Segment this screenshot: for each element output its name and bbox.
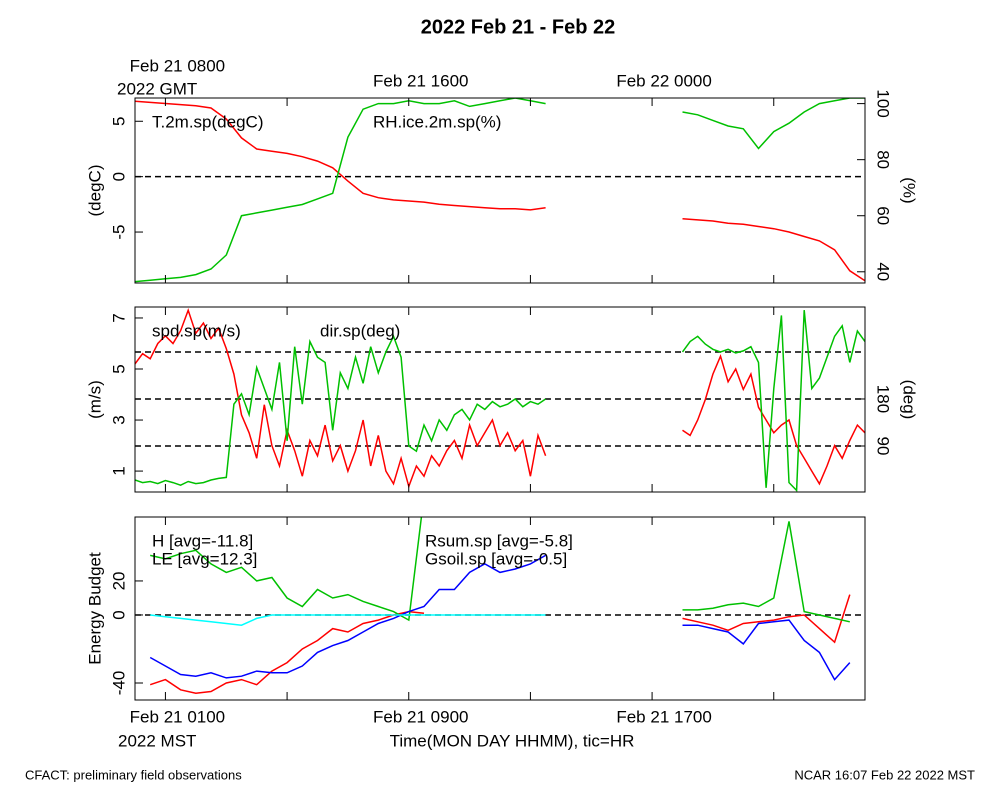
data-line <box>135 98 865 283</box>
data-line <box>150 517 850 623</box>
y-tick-label: 0 <box>109 172 128 181</box>
data-line <box>135 100 865 282</box>
x-tick-label: Feb 21 1700 <box>616 707 711 726</box>
y2-tick-label: 80 <box>874 150 893 169</box>
series-label: T.2m.sp(degC) <box>152 112 263 131</box>
y2-axis-label: (deg) <box>900 380 919 420</box>
data-line <box>150 614 546 626</box>
y-tick-label: 7 <box>109 313 128 322</box>
y-tick-label: 5 <box>109 117 128 126</box>
series-label: dir.sp(deg) <box>320 321 400 340</box>
data-line <box>149 594 851 694</box>
y2-tick-label: 90 <box>874 437 893 456</box>
y2-axis-label: (%) <box>900 177 919 203</box>
series-label: Gsoil.sp [avg=-0.5] <box>425 549 567 568</box>
x-note: 2022 MST <box>118 731 196 750</box>
x-tick-label: Feb 21 0100 <box>130 707 225 726</box>
series-label: H [avg=-11.8] <box>152 531 253 550</box>
y2-tick-label: 60 <box>874 206 893 225</box>
y-tick-label: 3 <box>109 415 128 424</box>
footer: NCAR 16:07 Feb 22 2022 MST <box>794 767 975 782</box>
top-x-tick-label: Feb 21 0800 <box>130 56 225 75</box>
plot-frame <box>134 516 866 701</box>
y-tick-label: -5 <box>109 224 128 239</box>
series-label: spd.sp(m/s) <box>152 321 241 340</box>
y-tick-label: -40 <box>109 671 128 696</box>
y-tick-label: 5 <box>109 364 128 373</box>
x-axis-label: Time(MON DAY HHMM), tic=HR <box>390 731 635 750</box>
x-tick-label: Feb 21 0900 <box>373 707 468 726</box>
y2-tick-label: 180 <box>874 385 893 413</box>
top-x-tick-label: Feb 21 1600 <box>373 71 468 90</box>
plot-frame <box>134 97 866 284</box>
data-line <box>135 308 865 489</box>
y-tick-label: 1 <box>109 466 128 475</box>
series-label: RH.ice.2m.sp(%) <box>373 112 501 131</box>
y2-tick-label: 40 <box>874 262 893 281</box>
top-x-tick-label: Feb 22 0000 <box>616 71 711 90</box>
plot-frame <box>134 306 866 493</box>
y2-tick-label: 100 <box>874 89 893 117</box>
y-axis-label: (degC) <box>85 165 104 217</box>
top-x-note: 2022 GMT <box>117 79 197 98</box>
chart-title: 2022 Feb 21 - Feb 22 <box>421 16 616 38</box>
y-axis-label: Energy Budget <box>85 552 104 665</box>
series-label: LE [avg=12.3] <box>152 549 257 568</box>
y-tick-label: 0 <box>109 610 128 619</box>
footer: CFACT: preliminary field observations <box>25 767 242 782</box>
series-label: Rsum.sp [avg=-5.8] <box>425 531 573 550</box>
y-axis-label: (m/s) <box>85 380 104 419</box>
y-tick-label: 20 <box>109 571 128 590</box>
data-line <box>149 554 851 681</box>
data-line <box>135 310 865 492</box>
